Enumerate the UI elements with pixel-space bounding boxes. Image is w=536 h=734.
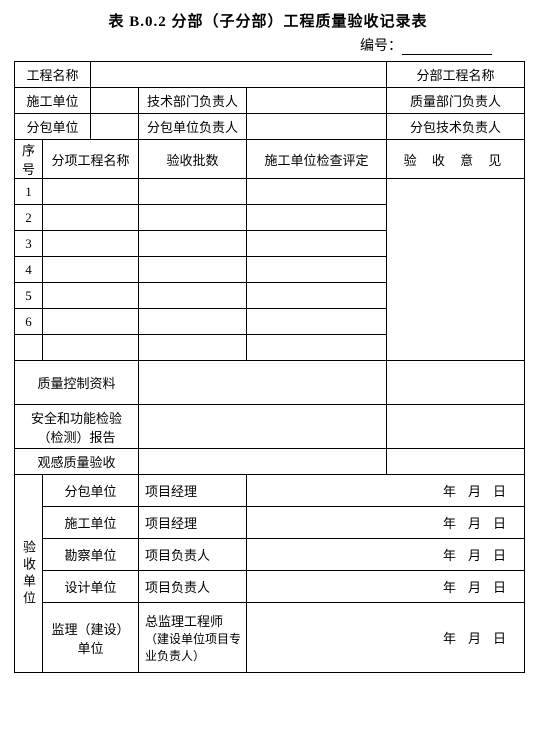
visual-opinion [387,449,525,475]
col-item-name: 分项工程名称 [43,140,139,179]
project-name-value [91,62,387,88]
sign-shigong-role: 项目经理 [139,507,247,539]
visual-label: 观感质量验收 [15,449,139,475]
item-name-cell [43,179,139,205]
batch-cell [139,257,247,283]
sign-kancha-date: 年月日 [247,539,525,571]
item-name-cell [43,231,139,257]
tech-dept-leader-label: 技术部门负责人 [139,88,247,114]
header-row-1: 工程名称 分部工程名称 [15,62,525,88]
check-cell [247,309,387,335]
check-cell [247,283,387,309]
main-table: 工程名称 分部工程名称 施工单位 技术部门负责人 质量部门负责人 分包单位 分包… [14,61,525,673]
seq-cell: 2 [15,205,43,231]
safety-func-value [139,405,387,449]
sign-group-label: 验收单位 [15,475,43,673]
visual-value [139,449,387,475]
batch-cell [139,335,247,361]
subcontract-leader-label: 分包单位负责人 [139,114,247,140]
sign-row-shigong: 施工单位 项目经理 年月日 [15,507,525,539]
item-name-cell [43,257,139,283]
sign-shigong-label: 施工单位 [43,507,139,539]
table-row: 1 [15,179,525,205]
check-cell [247,335,387,361]
sign-shigong-date: 年月日 [247,507,525,539]
check-cell [247,179,387,205]
sign-kancha-label: 勘察单位 [43,539,139,571]
check-cell [247,205,387,231]
seq-cell: 5 [15,283,43,309]
serial-number-label: 编号： [360,39,402,54]
batch-cell [139,309,247,335]
table-title: 表 B.0.2 分部（子分部）工程质量验收记录表 [14,10,522,31]
sign-sheji-date: 年月日 [247,571,525,603]
col-check: 施工单位检查评定 [247,140,387,179]
item-name-cell [43,335,139,361]
construction-unit-label: 施工单位 [15,88,91,114]
seq-cell: 4 [15,257,43,283]
seq-cell: 3 [15,231,43,257]
item-name-cell [43,205,139,231]
header-row-3: 分包单位 分包单位负责人 分包技术负责人 [15,114,525,140]
sign-row-fenbao: 验收单位 分包单位 项目经理 年月日 [15,475,525,507]
batch-cell [139,179,247,205]
check-cell [247,257,387,283]
sign-jianli-date: 年月日 [247,603,525,673]
safety-func-opinion [387,405,525,449]
item-name-cell [43,283,139,309]
subcontract-leader-value [247,114,387,140]
quality-control-value [139,361,387,405]
opinion-cell [387,179,525,361]
column-head-row: 序号 分项工程名称 验收批数 施工单位检查评定 验 收 意 见 [15,140,525,179]
sign-fenbao-date: 年月日 [247,475,525,507]
col-opinion: 验 收 意 见 [387,140,525,179]
serial-number-row: 编号： [14,35,522,55]
item-name-cell [43,309,139,335]
serial-number-blank [402,40,492,55]
batch-cell [139,231,247,257]
quality-control-label: 质量控制资料 [15,361,139,405]
quality-dept-leader-label: 质量部门负责人 [387,88,525,114]
sign-kancha-role: 项目负责人 [139,539,247,571]
tech-dept-leader-value [247,88,387,114]
check-cell [247,231,387,257]
header-row-2: 施工单位 技术部门负责人 质量部门负责人 [15,88,525,114]
subcontract-tech-leader-label: 分包技术负责人 [387,114,525,140]
subcontract-unit-value [91,114,139,140]
construction-unit-value [91,88,139,114]
batch-cell [139,205,247,231]
col-batch: 验收批数 [139,140,247,179]
sign-fenbao-label: 分包单位 [43,475,139,507]
sign-jianli-label: 监理（建设）单位 [43,603,139,673]
project-name-label: 工程名称 [15,62,91,88]
seq-cell: 6 [15,309,43,335]
sign-row-sheji: 设计单位 项目负责人 年月日 [15,571,525,603]
sign-jianli-role: 总监理工程师 （建设单位项目专业负责人） [139,603,247,673]
sign-row-jianli: 监理（建设）单位 总监理工程师 （建设单位项目专业负责人） 年月日 [15,603,525,673]
sign-sheji-label: 设计单位 [43,571,139,603]
sign-sheji-role: 项目负责人 [139,571,247,603]
visual-row: 观感质量验收 [15,449,525,475]
quality-control-row: 质量控制资料 [15,361,525,405]
safety-func-row: 安全和功能检验（检测）报告 [15,405,525,449]
sub-project-name-label: 分部工程名称 [387,62,525,88]
col-seq: 序号 [15,140,43,179]
seq-cell: 1 [15,179,43,205]
sign-row-kancha: 勘察单位 项目负责人 年月日 [15,539,525,571]
seq-cell [15,335,43,361]
subcontract-unit-label: 分包单位 [15,114,91,140]
quality-control-opinion [387,361,525,405]
safety-func-label: 安全和功能检验（检测）报告 [15,405,139,449]
batch-cell [139,283,247,309]
sign-fenbao-role: 项目经理 [139,475,247,507]
